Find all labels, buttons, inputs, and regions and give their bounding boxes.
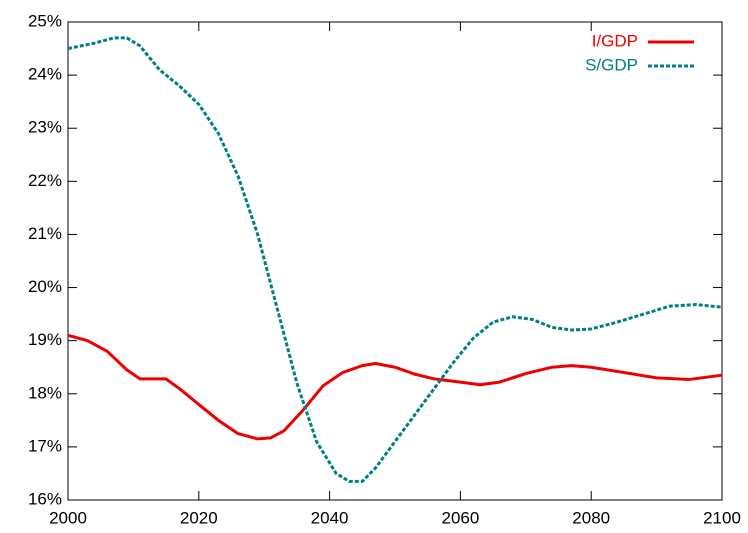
y-tick-label: 25% (28, 11, 62, 30)
y-tick-label: 18% (28, 383, 62, 402)
x-tick-label: 2100 (703, 508, 741, 527)
y-tick-label: 24% (28, 65, 62, 84)
y-tick-label: 21% (28, 224, 62, 243)
x-tick-label: 2080 (572, 508, 610, 527)
y-tick-label: 19% (28, 330, 62, 349)
x-tick-label: 2020 (180, 508, 218, 527)
legend-label: S/GDP (585, 55, 638, 74)
y-tick-label: 16% (28, 489, 62, 508)
series-line (67, 333, 723, 441)
x-tick-label: 2040 (311, 508, 349, 527)
plot-frame (67, 21, 723, 501)
x-tick-label: 2060 (441, 508, 479, 527)
y-tick-label: 23% (28, 118, 62, 137)
series-line (67, 36, 723, 483)
y-tick-label: 20% (28, 277, 62, 296)
y-tick-label: 17% (28, 436, 62, 455)
y-tick-label: 22% (28, 171, 62, 190)
x-tick-label: 2000 (49, 508, 87, 527)
legend-label: I/GDP (592, 31, 638, 50)
